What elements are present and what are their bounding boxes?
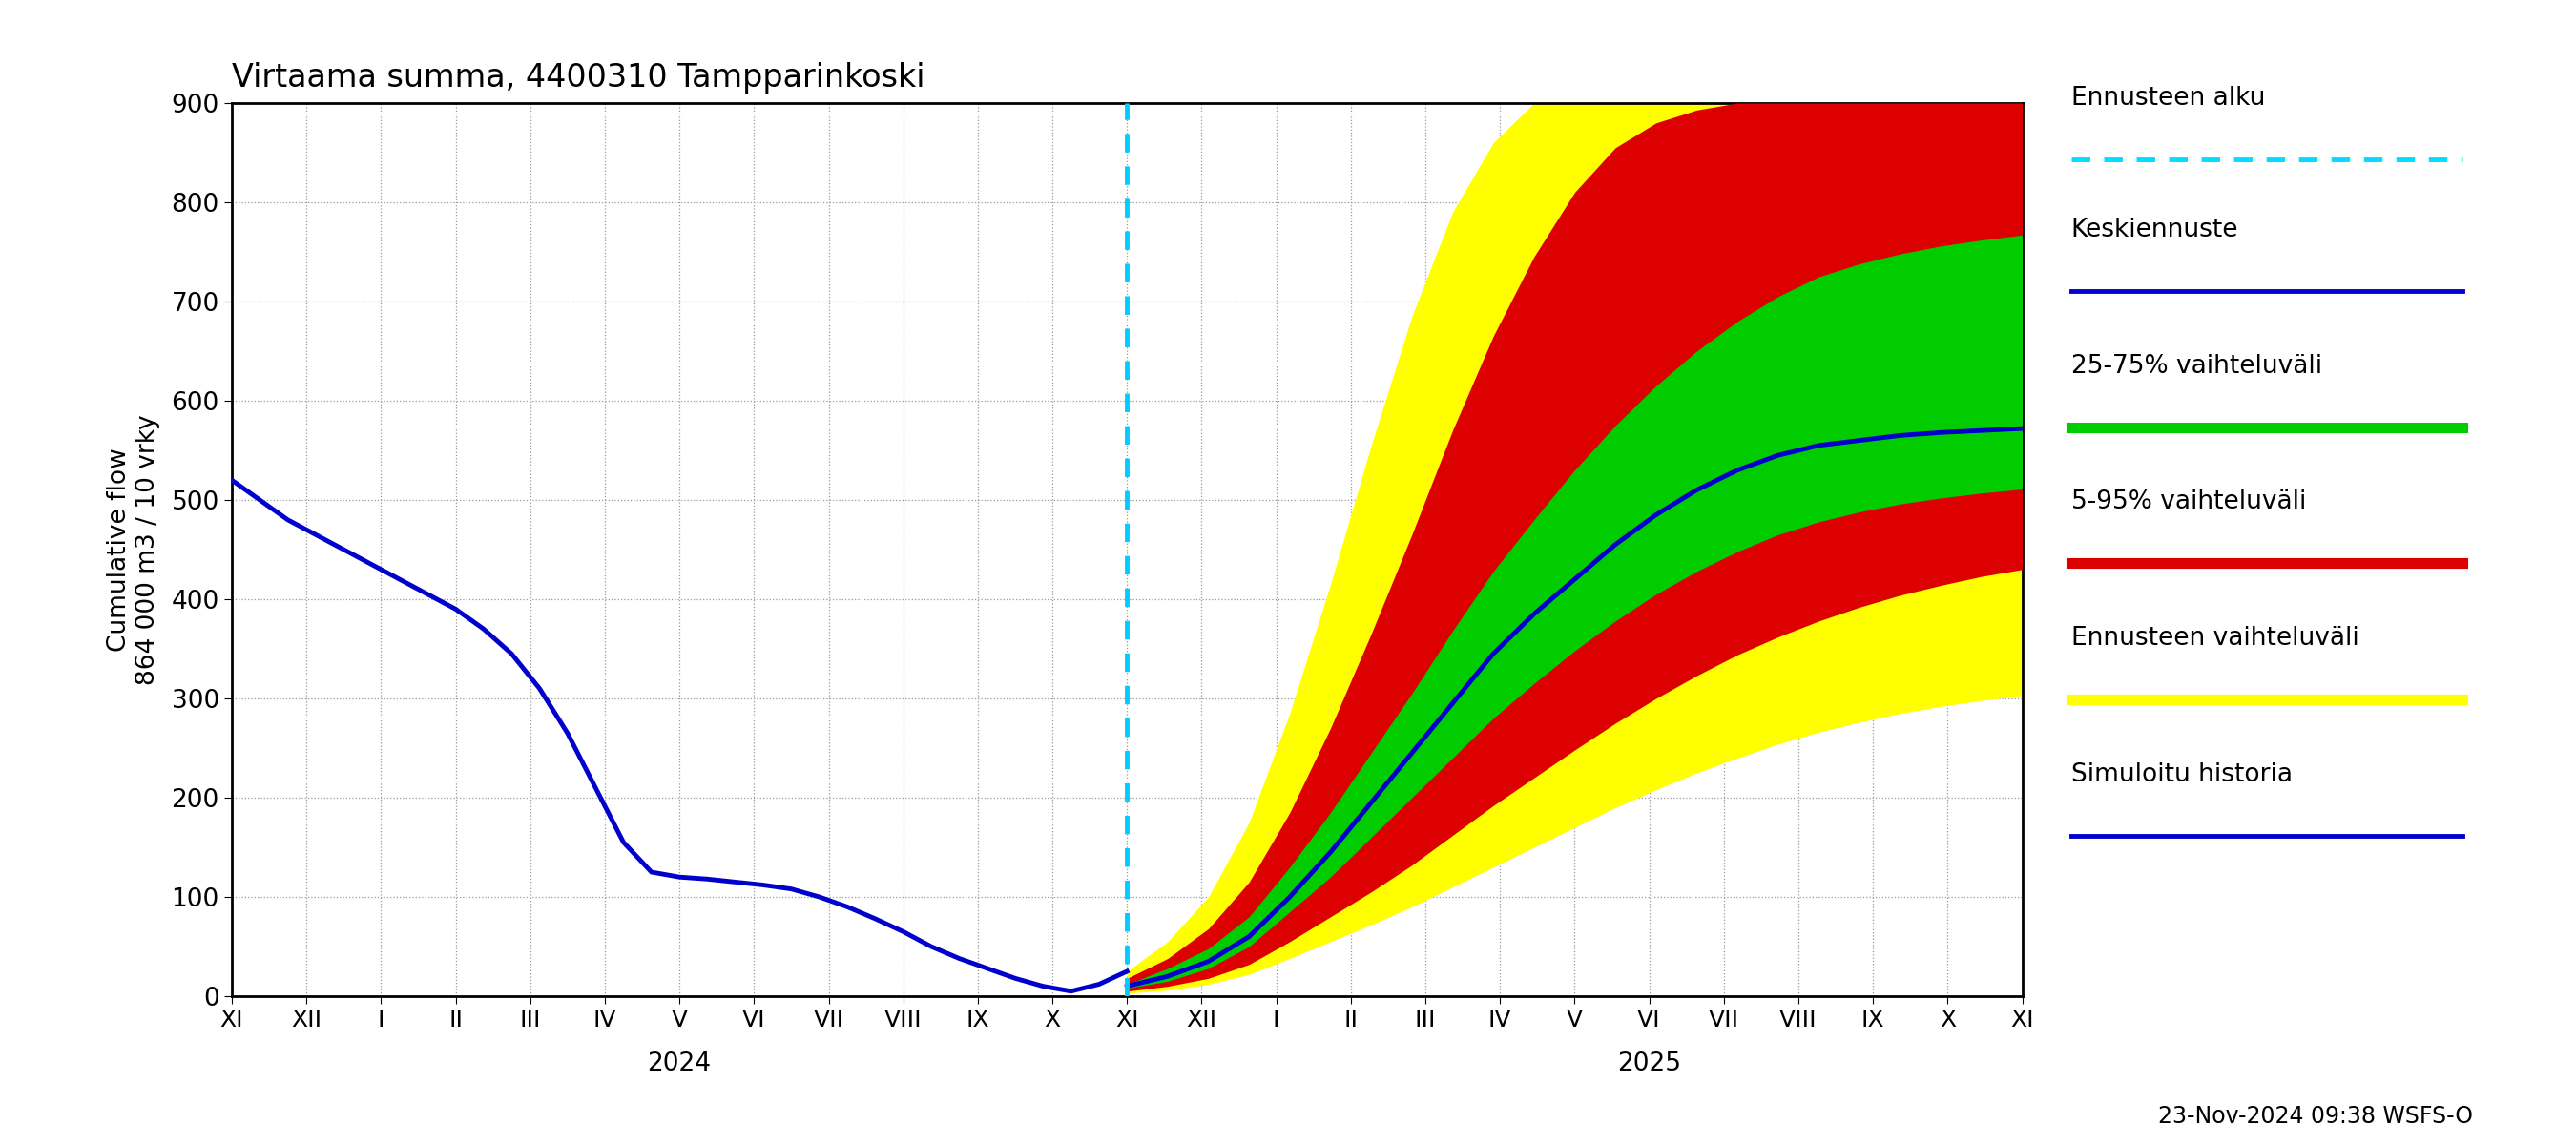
- Text: Keskiennuste: Keskiennuste: [2071, 218, 2239, 242]
- Text: 2025: 2025: [1618, 1052, 1682, 1076]
- Text: 25-75% vaihteluväli: 25-75% vaihteluväli: [2071, 354, 2321, 378]
- Text: 2024: 2024: [647, 1052, 711, 1076]
- Text: Ennusteen vaihteluväli: Ennusteen vaihteluväli: [2071, 626, 2360, 650]
- Text: 5-95% vaihteluväli: 5-95% vaihteluväli: [2071, 490, 2306, 514]
- Text: Ennusteen alku: Ennusteen alku: [2071, 86, 2264, 111]
- Text: Simuloitu historia: Simuloitu historia: [2071, 763, 2293, 788]
- Text: Virtaama summa, 4400310 Tampparinkoski: Virtaama summa, 4400310 Tampparinkoski: [232, 62, 925, 94]
- Y-axis label: Cumulative flow
864 000 m3 / 10 vrky: Cumulative flow 864 000 m3 / 10 vrky: [108, 414, 160, 685]
- Text: 23-Nov-2024 09:38 WSFS-O: 23-Nov-2024 09:38 WSFS-O: [2159, 1105, 2473, 1128]
